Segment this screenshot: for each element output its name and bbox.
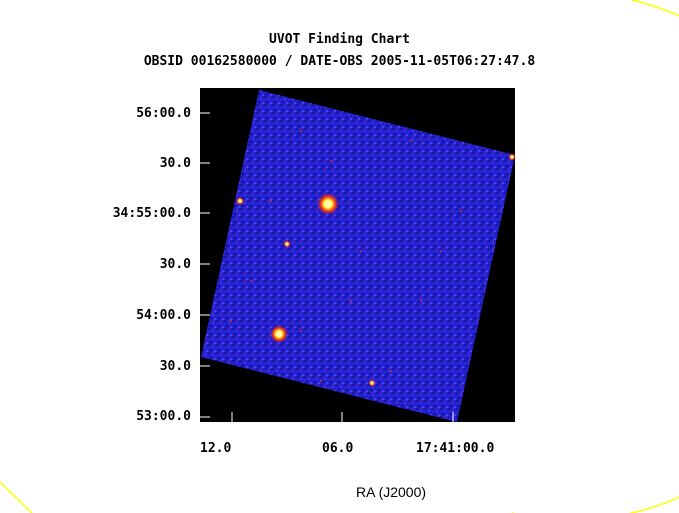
- y-tick-label: 30.0: [159, 156, 191, 171]
- source-bright-1: [317, 193, 339, 215]
- y-tick-label: 30.0: [159, 257, 191, 272]
- source-small-3: [368, 379, 376, 387]
- region-circle-left: [0, 481, 33, 513]
- region-circle-right: [512, 0, 679, 513]
- x-axis-label: RA (J2000): [356, 484, 427, 500]
- source-small-4: [508, 153, 516, 161]
- x-tick-label: 12.0: [200, 441, 232, 456]
- y-tick-label: 54:00.0: [136, 308, 191, 323]
- x-tick-label: 17:41:00.0: [416, 441, 495, 456]
- source-small-1: [236, 197, 244, 205]
- source-bright-2: [270, 325, 288, 343]
- noise-speckles: [230, 130, 462, 382]
- y-tick-label: 53:00.0: [136, 409, 191, 424]
- frame-ticks: [200, 112, 454, 422]
- source-small-2: [283, 240, 291, 248]
- chart-title: UVOT Finding Chart: [269, 32, 410, 47]
- y-tick-label: 34:55:00.0: [112, 206, 191, 221]
- x-tick-label: 06.0: [322, 441, 354, 456]
- y-tick-label: 56:00.0: [136, 106, 191, 121]
- chart-subtitle: OBSID 00162580000 / DATE-OBS 2005-11-05T…: [143, 54, 536, 69]
- y-tick-label: 30.0: [159, 359, 191, 374]
